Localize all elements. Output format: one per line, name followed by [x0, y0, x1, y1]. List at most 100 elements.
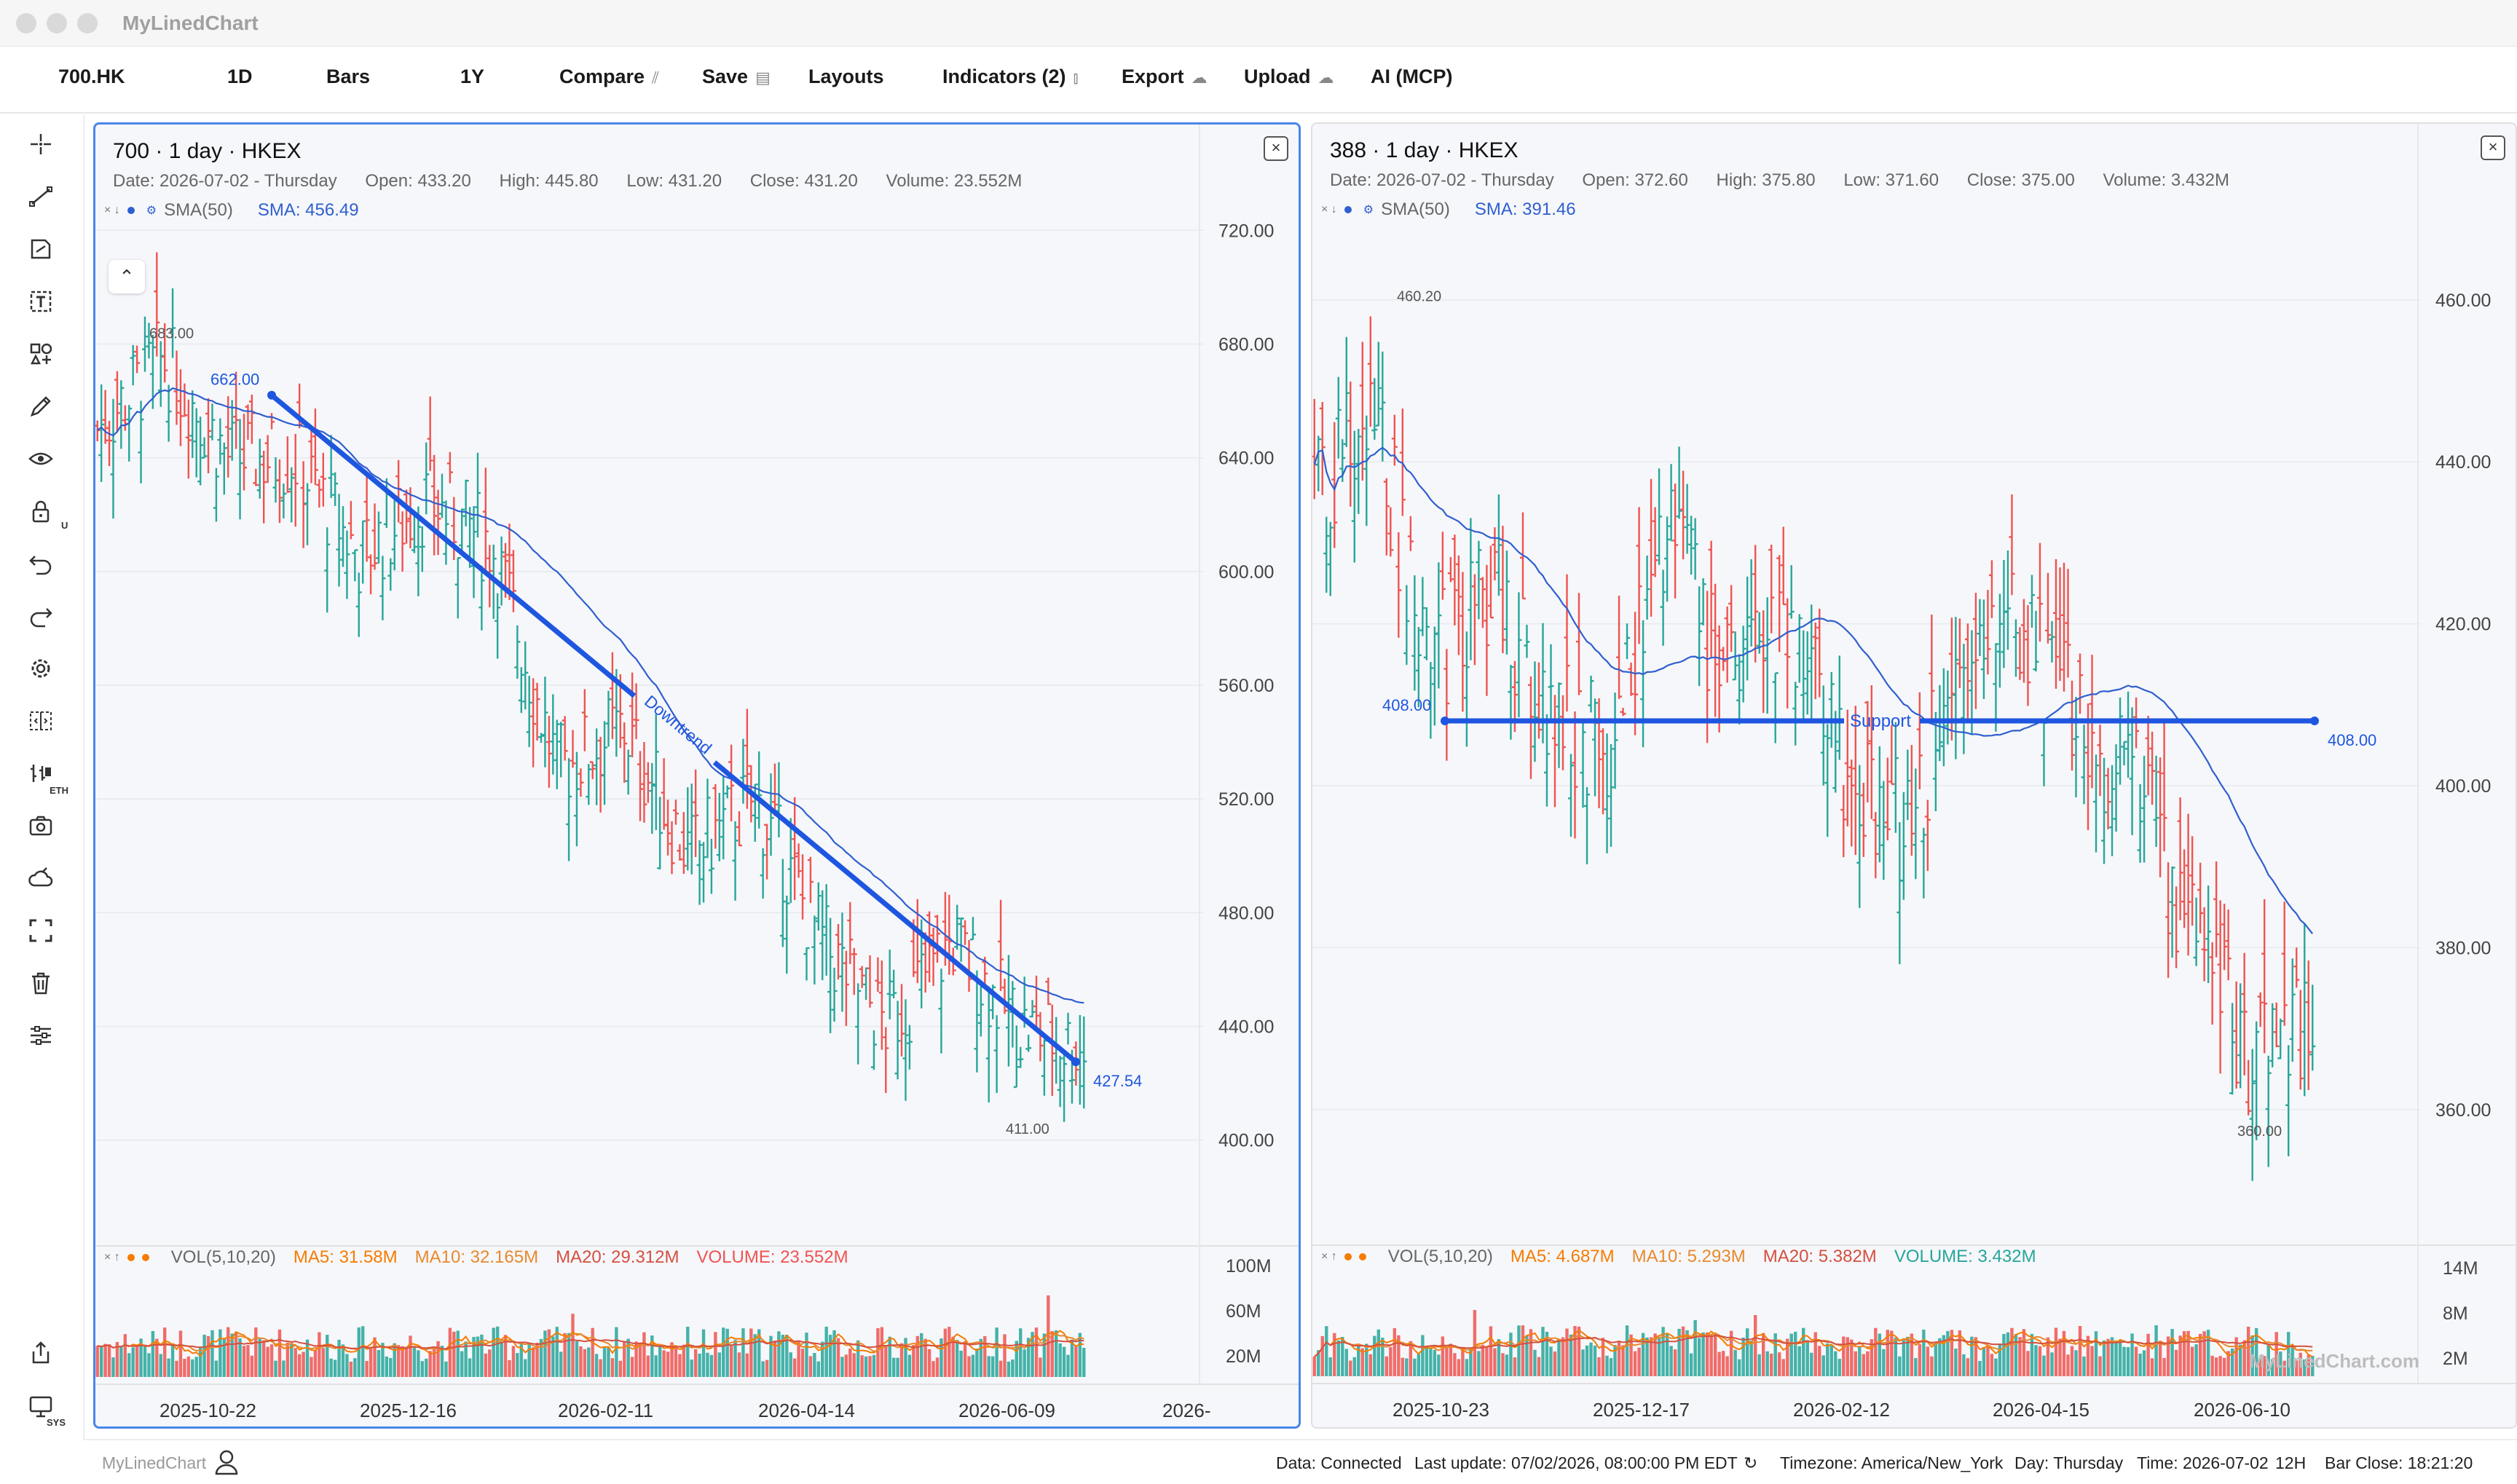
- chart-pane-388[interactable]: 460.00 440.00 420.00 400.00 380.00 360.00 14M 8…: [1311, 122, 2517, 1429]
- pencil-icon[interactable]: [26, 392, 55, 421]
- indicators-button[interactable]: Indicators (2) ⫾: [942, 66, 1079, 88]
- export-button[interactable]: Export ☁: [1122, 66, 1208, 88]
- high-readout: High: 445.80: [499, 171, 599, 191]
- price-tick-label: 360.00: [2435, 1100, 2491, 1121]
- volume-bar: [650, 1335, 654, 1377]
- volume-bar: [99, 1346, 103, 1377]
- chart-canvas[interactable]: 720.00 680.00 640.00 600.00 560.00 520.00 480.…: [95, 125, 1299, 1426]
- trendline-end-label: 427.54: [1093, 1072, 1142, 1090]
- collapse-legend-button[interactable]: ⌃: [109, 260, 145, 293]
- fib-icon[interactable]: [26, 234, 55, 264]
- trash-icon[interactable]: [26, 968, 55, 998]
- share-icon[interactable]: [26, 1338, 55, 1367]
- range-select[interactable]: 1Y: [460, 66, 484, 88]
- volume-bar: [1958, 1330, 1962, 1376]
- fullscreen-icon[interactable]: [26, 916, 55, 945]
- volume-tick-label: 20M: [1226, 1346, 1261, 1367]
- compare-button[interactable]: Compare ⫽: [559, 66, 659, 88]
- settings-icon[interactable]: ⚙: [146, 205, 157, 217]
- volume-bar: [1765, 1351, 1769, 1376]
- volume-bar: [1661, 1327, 1665, 1376]
- volume-bar: [1325, 1326, 1328, 1376]
- lock-icon[interactable]: [26, 497, 55, 526]
- volume-bar: [2070, 1346, 2074, 1376]
- volume-bar: [2279, 1351, 2282, 1376]
- indicator-controls-icon[interactable]: × ↑: [1321, 1250, 1337, 1263]
- indicator-controls-icon[interactable]: × ↑: [104, 1251, 120, 1263]
- price-tick-label: 720.00: [1218, 221, 1274, 241]
- window-zoom-button[interactable]: [77, 13, 98, 33]
- volume-bar: [357, 1327, 361, 1377]
- chart-type-select[interactable]: Bars: [326, 66, 370, 88]
- undo-icon[interactable]: [26, 549, 55, 578]
- monitor-icon[interactable]: [26, 1392, 55, 1421]
- volume-bar: [1393, 1328, 1397, 1376]
- volume-bar: [864, 1356, 868, 1377]
- volume-bar: [2134, 1346, 2138, 1376]
- eth-icon[interactable]: [26, 759, 55, 788]
- price-tick-label: 400.00: [1218, 1131, 1274, 1151]
- symbol-search-button[interactable]: 700.HK: [58, 66, 125, 88]
- upload-button[interactable]: Upload ☁: [1244, 66, 1334, 88]
- volume-bar: [654, 1355, 658, 1377]
- volume-bar: [658, 1344, 662, 1377]
- volume-bar: [599, 1359, 602, 1377]
- cloud-icon[interactable]: [26, 864, 55, 893]
- interval-select[interactable]: 1D: [227, 66, 253, 88]
- text-icon[interactable]: [26, 287, 55, 316]
- status-hours[interactable]: 12H: [2275, 1453, 2307, 1472]
- volume-bar: [2110, 1337, 2114, 1376]
- volume-bar: [1493, 1348, 1497, 1376]
- volume-bar: [1070, 1339, 1074, 1377]
- volume-bar: [2078, 1326, 2082, 1376]
- vol-label: VOL(5,10,20): [170, 1247, 276, 1267]
- settings-icon[interactable]: ⚙: [1363, 204, 1374, 216]
- indicator-controls-icon[interactable]: × ↓: [104, 204, 120, 216]
- chart-pane-700[interactable]: 720.00 680.00 640.00 600.00 560.00 520.00 480.…: [93, 122, 1301, 1429]
- volume-bar: [722, 1327, 725, 1377]
- volume-bar: [1405, 1358, 1409, 1376]
- trendline-icon[interactable]: [26, 182, 55, 211]
- volume-bar: [848, 1349, 852, 1377]
- split-view-icon[interactable]: [26, 706, 55, 735]
- upload-label: Upload: [1244, 66, 1311, 87]
- volume-bar: [163, 1327, 167, 1377]
- user-icon[interactable]: [214, 1449, 239, 1475]
- status-timezone[interactable]: Timezone: America/New_York: [1780, 1453, 2004, 1472]
- volume-bar: [1966, 1358, 1970, 1376]
- volume-bar: [1505, 1354, 1509, 1376]
- volume-bar: [1653, 1333, 1657, 1376]
- crosshair-icon[interactable]: [26, 130, 55, 159]
- redo-icon[interactable]: [26, 601, 55, 631]
- date-tick-label: 2026-: [1162, 1400, 1211, 1421]
- volume-bar: [1938, 1338, 1942, 1376]
- sliders-icon[interactable]: [26, 1021, 55, 1050]
- volume-bar: [1894, 1337, 1898, 1376]
- save-button[interactable]: Save ▤: [702, 66, 771, 88]
- volume-bar: [480, 1334, 484, 1377]
- window-minimize-button[interactable]: [47, 13, 67, 33]
- volume-bar: [1553, 1351, 1557, 1376]
- volume-bar: [765, 1359, 769, 1377]
- camera-icon[interactable]: [26, 811, 55, 840]
- shapes-icon[interactable]: [26, 339, 55, 368]
- layouts-button[interactable]: Layouts: [808, 66, 884, 88]
- eye-icon[interactable]: [26, 444, 55, 473]
- volume-bar: [1360, 1348, 1364, 1376]
- volume-bar: [1042, 1333, 1047, 1377]
- sma-value: SMA: 456.49: [257, 200, 359, 220]
- volume-bar: [381, 1343, 385, 1377]
- status-bar: MyLinedChart Data: Connected Last update…: [84, 1439, 2517, 1484]
- close-pane-button[interactable]: ×: [2481, 135, 2505, 160]
- volume-bar: [2138, 1354, 2142, 1376]
- refresh-icon[interactable]: ↻: [1744, 1453, 1758, 1472]
- ai-mcp-button[interactable]: AI (MCP): [1371, 66, 1452, 88]
- date-tick-label: 2026-06-10: [2194, 1399, 2290, 1421]
- indicator-controls-icon[interactable]: × ↓: [1321, 203, 1337, 216]
- volume-bar: [1333, 1333, 1336, 1376]
- chart-canvas[interactable]: 460.00 440.00 420.00 400.00 380.00 360.00 14M 8…: [1312, 124, 2516, 1427]
- window-close-button[interactable]: [16, 13, 36, 33]
- volume-bar: [690, 1359, 693, 1377]
- close-pane-button[interactable]: ×: [1264, 136, 1288, 161]
- settings-icon[interactable]: [26, 654, 55, 683]
